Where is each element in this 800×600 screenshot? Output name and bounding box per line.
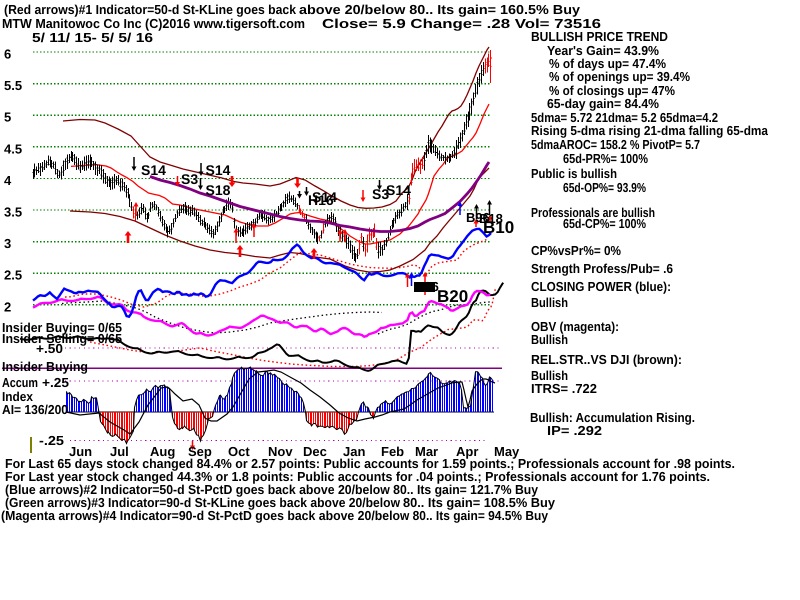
svg-text:or .04 points.; Professional: or .04 points.; Professionals account fo… xyxy=(400,469,710,484)
svg-text:5.5: 5.5 xyxy=(4,78,22,93)
svg-text:S14: S14 xyxy=(312,189,337,205)
svg-text:CLOSING POWER (blue):: CLOSING POWER (blue): xyxy=(531,279,671,294)
svg-text:Dec: Dec xyxy=(303,444,327,459)
svg-text:(Red arrows)#1 Indicator=50-d: (Red arrows)#1 Indicator=50-d St-KLine g… xyxy=(4,2,297,17)
svg-text:For Last year stock changed 4: For Last year stock changed 44.3% or 1.8… xyxy=(5,469,401,484)
svg-text:+.50: +.50 xyxy=(36,341,63,356)
svg-text:Bullish: Bullish xyxy=(531,295,568,310)
svg-text:(Magenta arrows)#4 Indicator=9: (Magenta arrows)#4 Indicator=90-d St-Pct… xyxy=(1,508,400,523)
svg-text:Rising 5-dma rising 21-dma f: Rising 5-dma rising 21-dma falling 65-dm… xyxy=(531,123,769,138)
svg-text:Index: Index xyxy=(2,389,34,404)
svg-text:OBV (magenta):: OBV (magenta): xyxy=(531,319,619,334)
svg-text:Public is bullish: Public is bullish xyxy=(531,166,617,181)
svg-text:IP= .292: IP= .292 xyxy=(547,423,602,438)
svg-text:Accum: Accum xyxy=(2,375,38,390)
svg-text:S18: S18 xyxy=(206,182,231,198)
svg-text:Insider Buying= 0/65: Insider Buying= 0/65 xyxy=(2,320,122,335)
svg-text:Oct: Oct xyxy=(228,444,250,459)
svg-text:above 20/below 80.. Its gain=: above 20/below 80.. Its gain= 160.5% Buy xyxy=(299,2,581,17)
svg-text:5: 5 xyxy=(4,110,11,125)
svg-text:65d-PR%= 100%: 65d-PR%= 100% xyxy=(563,151,648,166)
svg-text:0.. Its gain= 121.7% Buy: 0.. Its gain= 121.7% Buy xyxy=(400,482,539,497)
svg-text:Bullish: Bullish xyxy=(531,332,568,347)
svg-text:Jan: Jan xyxy=(343,444,365,459)
svg-text:3.5: 3.5 xyxy=(4,205,22,220)
svg-text:AI= 136/200: AI= 136/200 xyxy=(2,402,68,417)
svg-text:S3: S3 xyxy=(372,186,389,202)
svg-text:For Last 65 days stock changed: For Last 65 days stock changed 84.4% or … xyxy=(5,456,400,471)
svg-text:(Green arrows)#3 Indicator=90-: (Green arrows)#3 Indicator=90-d St-KLine… xyxy=(5,495,401,510)
svg-text:4: 4 xyxy=(4,173,12,188)
svg-text:2: 2 xyxy=(4,299,11,314)
svg-text:+.25: +.25 xyxy=(42,375,69,390)
svg-text:(Blue arrows)#2 Indicator=50-d: (Blue arrows)#2 Indicator=50-d St-PctD g… xyxy=(5,482,400,497)
svg-text:May: May xyxy=(494,444,520,459)
svg-text:Nov: Nov xyxy=(268,444,293,459)
svg-text:Bullish: Bullish xyxy=(531,368,568,383)
svg-text:% of days up= 47.4%: % of days up= 47.4% xyxy=(549,56,666,71)
svg-text:3: 3 xyxy=(4,236,11,251)
svg-text:MTW Manitowoc Co Inc (C)20: MTW Manitowoc Co Inc (C)2016 www.tigerso… xyxy=(2,16,305,31)
svg-text:5/ 11/ 15- 5/ 5/ 16: 5/ 11/ 15- 5/ 5/ 16 xyxy=(32,30,153,45)
svg-text:% of closings up= 47%: % of closings up= 47% xyxy=(549,83,675,98)
svg-text:CP%vsPr%= 0%: CP%vsPr%= 0% xyxy=(531,243,621,258)
svg-text:Feb: Feb xyxy=(381,444,404,459)
svg-text:Strength Profess/Pub= .6: Strength Profess/Pub= .6 xyxy=(531,261,673,276)
svg-text:4.5: 4.5 xyxy=(4,141,22,156)
svg-text:Jun: Jun xyxy=(69,444,92,459)
svg-text:-.25: -.25 xyxy=(39,433,64,448)
svg-text:% of openings up= 39.4%: % of openings up= 39.4% xyxy=(549,69,690,84)
svg-text:Bullish: Accumulation Rising.: Bullish: Accumulation Rising. xyxy=(530,410,695,425)
svg-text:S14: S14 xyxy=(141,162,166,178)
svg-text:Jul: Jul xyxy=(110,444,129,459)
svg-text:65-day gain= 84.4%: 65-day gain= 84.4% xyxy=(547,96,659,111)
svg-text:B10: B10 xyxy=(483,218,514,237)
svg-text:H16: H16 xyxy=(308,192,334,208)
svg-text:nts for 1.59 points.; Profes: nts for 1.59 points.; Professionals acco… xyxy=(400,456,735,471)
svg-text:ITRS= .722: ITRS= .722 xyxy=(531,381,597,396)
svg-text:B18: B18 xyxy=(479,211,503,226)
svg-text:S14: S14 xyxy=(386,182,411,198)
svg-text:Insider Selling= 0/65: Insider Selling= 0/65 xyxy=(2,331,122,346)
svg-text:2.5: 2.5 xyxy=(4,268,22,283)
svg-text:Sep: Sep xyxy=(188,444,212,459)
svg-text:B96: B96 xyxy=(466,210,490,225)
svg-text:REL.STR..VS DJI (brown):: REL.STR..VS DJI (brown): xyxy=(531,352,682,367)
svg-text:B20: B20 xyxy=(437,287,468,306)
svg-text:w 80.. Its gain= 94.5% Buy: w 80.. Its gain= 94.5% Buy xyxy=(399,508,549,523)
svg-text:B26: B26 xyxy=(415,279,439,294)
svg-text:65d-CP%= 100%: 65d-CP%= 100% xyxy=(563,216,646,231)
svg-text:5dma= 5.72 21dma= 5.2 65dma=4.: 5dma= 5.72 21dma= 5.2 65dma=4.2 xyxy=(531,110,718,125)
svg-text:Professionals are bullish: Professionals are bullish xyxy=(531,205,655,220)
svg-text:Close= 5.9 Change= .28 Vol=: Close= 5.9 Change= .28 Vol= 73516 xyxy=(322,16,601,31)
svg-text:Insider Buying: Insider Buying xyxy=(2,359,88,374)
svg-text:S14: S14 xyxy=(206,162,231,178)
svg-text:BULLISH PRICE TREND: BULLISH PRICE TREND xyxy=(531,29,668,44)
svg-text:Year's Gain= 43.9%: Year's Gain= 43.9% xyxy=(547,43,659,58)
svg-text:Mar: Mar xyxy=(415,444,438,459)
svg-text:5dmaAROC= 158.2 % PivotP= 5.7: 5dmaAROC= 158.2 % PivotP= 5.7 xyxy=(531,137,700,152)
svg-text:S3: S3 xyxy=(181,171,198,187)
svg-text:65d-OP%= 93.9%: 65d-OP%= 93.9% xyxy=(563,180,646,195)
svg-text:80.. Its gain= 108.5% Buy: 80.. Its gain= 108.5% Buy xyxy=(403,495,556,510)
svg-text:Apr: Apr xyxy=(456,444,478,459)
svg-text:6: 6 xyxy=(4,47,11,62)
svg-text:Aug: Aug xyxy=(150,444,175,459)
